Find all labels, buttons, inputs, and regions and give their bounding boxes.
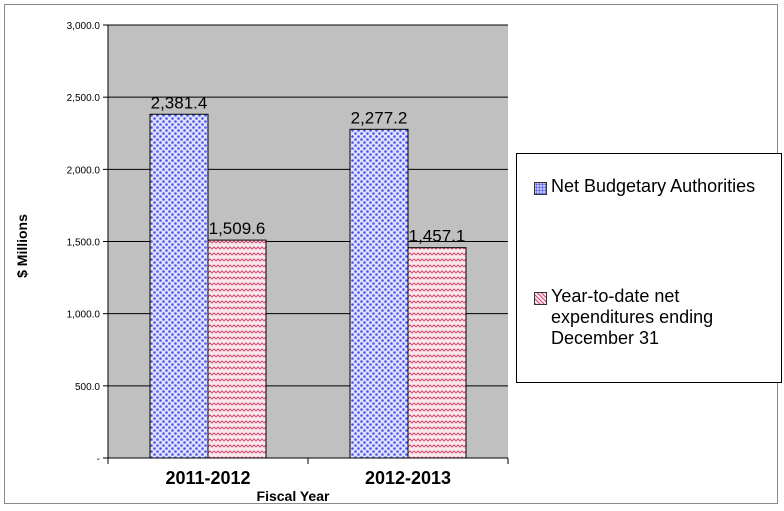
y-tick-label: 1,000.0 — [67, 310, 101, 321]
bars — [149, 113, 467, 459]
y-tick-label: 3,000.0 — [67, 21, 101, 32]
legend-swatch-blue — [534, 182, 547, 195]
y-tick-label: 1,500.0 — [67, 238, 101, 249]
data-label: 2,381.4 — [151, 93, 208, 112]
legend-label: Year-to-date net expenditures ending Dec… — [551, 286, 714, 348]
legend: Net Budgetary Authorities Year-to-date n… — [516, 153, 782, 383]
data-label: 1,457.1 — [409, 227, 466, 246]
data-labels: 2,381.4 1,509.6 2,277.2 1,457.1 — [151, 93, 466, 245]
bar-net-budgetary-authorities — [349, 128, 409, 459]
bar-ytd-net-expenditures — [407, 247, 467, 459]
x-axis-label: Fiscal Year — [257, 488, 330, 504]
y-tick-label: - — [97, 454, 100, 465]
data-label: 1,509.6 — [209, 219, 266, 238]
x-tick-label: 2012-2013 — [365, 468, 451, 488]
legend-label: Net Budgetary Authorities — [551, 176, 756, 196]
x-tick-label: 2011-2012 — [165, 468, 250, 488]
data-label: 2,277.2 — [351, 108, 408, 127]
legend-swatch-pink — [534, 292, 547, 305]
y-tick-label: 2,500.0 — [67, 93, 101, 104]
bar-ytd-net-expenditures — [207, 239, 267, 459]
y-tick-label: 500.0 — [75, 382, 100, 393]
y-tick-label: 2,000.0 — [67, 165, 101, 176]
y-axis-label: $ Millions — [14, 214, 30, 278]
bar-net-budgetary-authorities — [149, 113, 209, 459]
legend-item-ytd-net-expenditures: Year-to-date net expenditures ending Dec… — [534, 286, 771, 349]
legend-item-net-budgetary-authorities: Net Budgetary Authorities — [534, 176, 771, 197]
